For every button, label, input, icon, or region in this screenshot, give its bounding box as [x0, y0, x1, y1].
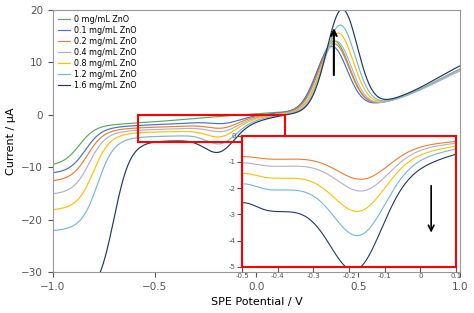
0.2 mg/mL ZnO [50, 179, 55, 182]
0 mg/mL ZnO [50, 162, 55, 166]
0 mg/mL ZnO [331, 39, 337, 43]
1.6 mg/mL ZnO [457, 64, 463, 68]
0.2 mg/mL ZnO [91, 143, 97, 147]
1.6 mg/mL ZnO [50, 297, 55, 301]
0.4 mg/mL ZnO [457, 69, 463, 73]
1.2 mg/mL ZnO [50, 229, 55, 233]
0 mg/mL ZnO [330, 39, 336, 43]
0.2 mg/mL ZnO [229, 124, 235, 127]
X-axis label: SPE Potential / V: SPE Potential / V [210, 297, 302, 307]
0 mg/mL ZnO [375, 100, 381, 104]
0 mg/mL ZnO [229, 114, 235, 117]
Line: 0.2 mg/mL ZnO: 0.2 mg/mL ZnO [53, 44, 460, 181]
0.4 mg/mL ZnO [50, 192, 55, 196]
0.4 mg/mL ZnO [375, 100, 381, 104]
1.2 mg/mL ZnO [215, 142, 220, 146]
Line: 1.6 mg/mL ZnO: 1.6 mg/mL ZnO [53, 9, 460, 299]
0.8 mg/mL ZnO [375, 99, 381, 103]
0 mg/mL ZnO [215, 115, 220, 119]
0.8 mg/mL ZnO [330, 36, 336, 40]
Line: 0.1 mg/mL ZnO: 0.1 mg/mL ZnO [53, 46, 460, 173]
0.8 mg/mL ZnO [229, 130, 235, 134]
1.6 mg/mL ZnO [368, 86, 374, 90]
1.6 mg/mL ZnO [229, 140, 235, 144]
1.2 mg/mL ZnO [91, 191, 97, 195]
1.6 mg/mL ZnO [339, 7, 345, 11]
0.2 mg/mL ZnO [215, 126, 220, 130]
Legend: 0 mg/mL ZnO, 0.1 mg/mL ZnO, 0.2 mg/mL ZnO, 0.4 mg/mL ZnO, 0.8 mg/mL ZnO, 1.2 mg/: 0 mg/mL ZnO, 0.1 mg/mL ZnO, 0.2 mg/mL Zn… [57, 13, 138, 92]
0.1 mg/mL ZnO [91, 137, 97, 141]
0.2 mg/mL ZnO [457, 67, 463, 71]
1.2 mg/mL ZnO [330, 33, 336, 37]
0.1 mg/mL ZnO [330, 45, 336, 49]
0.8 mg/mL ZnO [336, 31, 341, 35]
1.2 mg/mL ZnO [337, 23, 343, 27]
0.2 mg/mL ZnO [330, 42, 336, 46]
0 mg/mL ZnO [91, 128, 97, 132]
0.4 mg/mL ZnO [330, 41, 336, 45]
Y-axis label: Current / μA: Current / μA [6, 107, 16, 175]
1.6 mg/mL ZnO [330, 26, 336, 29]
0.1 mg/mL ZnO [229, 120, 235, 124]
0.2 mg/mL ZnO [331, 42, 337, 46]
Line: 0.8 mg/mL ZnO: 0.8 mg/mL ZnO [53, 33, 460, 210]
0 mg/mL ZnO [457, 67, 463, 71]
0.4 mg/mL ZnO [215, 130, 220, 133]
0.4 mg/mL ZnO [91, 152, 97, 156]
0 mg/mL ZnO [368, 99, 374, 103]
0.4 mg/mL ZnO [229, 126, 235, 130]
1.6 mg/mL ZnO [91, 282, 97, 286]
1.6 mg/mL ZnO [375, 95, 381, 99]
0.1 mg/mL ZnO [368, 100, 374, 104]
0.4 mg/mL ZnO [333, 39, 339, 43]
Line: 1.2 mg/mL ZnO: 1.2 mg/mL ZnO [53, 25, 460, 231]
1.2 mg/mL ZnO [375, 98, 381, 102]
0.1 mg/mL ZnO [215, 122, 220, 126]
1.2 mg/mL ZnO [457, 67, 463, 71]
0.8 mg/mL ZnO [457, 67, 463, 71]
0.8 mg/mL ZnO [215, 135, 220, 139]
0.2 mg/mL ZnO [375, 100, 381, 104]
0.8 mg/mL ZnO [368, 95, 374, 99]
0.8 mg/mL ZnO [50, 208, 55, 212]
0.1 mg/mL ZnO [375, 101, 381, 105]
0.4 mg/mL ZnO [368, 98, 374, 102]
1.6 mg/mL ZnO [215, 151, 220, 154]
Line: 0.4 mg/mL ZnO: 0.4 mg/mL ZnO [53, 41, 460, 194]
0.1 mg/mL ZnO [50, 171, 55, 175]
0.1 mg/mL ZnO [457, 67, 463, 71]
1.2 mg/mL ZnO [229, 136, 235, 139]
0.8 mg/mL ZnO [91, 168, 97, 172]
Bar [138, 115, 285, 142]
Line: 0 mg/mL ZnO: 0 mg/mL ZnO [53, 41, 460, 164]
1.2 mg/mL ZnO [368, 92, 374, 96]
0.1 mg/mL ZnO [329, 44, 335, 48]
0.2 mg/mL ZnO [368, 100, 374, 103]
